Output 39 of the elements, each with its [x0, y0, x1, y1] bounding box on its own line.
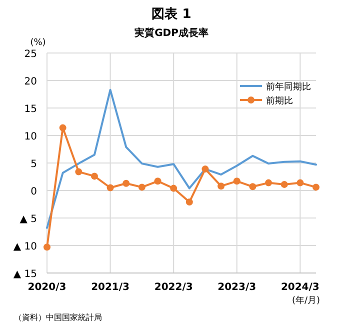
- text: （資料）中国国家統計局: [14, 313, 102, 322]
- x-tick-label: 2024/3: [280, 282, 320, 293]
- y-tick-label: ▲ 15: [13, 269, 37, 280]
- legend-label: 前期比: [266, 96, 293, 106]
- point: [312, 184, 320, 191]
- y-axis-title: (%): [30, 38, 46, 48]
- point: [249, 183, 256, 190]
- y-tick-label: 0: [30, 186, 37, 198]
- point: [218, 182, 225, 190]
- point: [170, 184, 178, 192]
- point: [233, 178, 240, 185]
- point: [106, 184, 114, 192]
- y-tick-label: 20: [24, 76, 37, 88]
- x-tick-label: 2020/3: [28, 282, 66, 293]
- y-tick-label: 25: [24, 49, 37, 60]
- x-axis-title: (年/月): [292, 295, 320, 306]
- point: [186, 198, 193, 206]
- point: [265, 179, 272, 186]
- y-tick-label: ▲ 10: [13, 242, 37, 252]
- legend-label: 前年同期比: [266, 82, 311, 92]
- point: [154, 178, 162, 185]
- point: [138, 184, 146, 191]
- point: [75, 168, 82, 176]
- chart-title: 図表 1: [152, 7, 192, 22]
- point: [59, 124, 66, 132]
- y-tick-label: 5: [30, 159, 37, 170]
- y-tick-label: 10: [24, 132, 37, 142]
- point: [44, 244, 50, 251]
- point: [296, 179, 304, 186]
- point: [280, 180, 288, 188]
- x-tick-label: 2023/3: [218, 282, 256, 293]
- y-tick-label: ▲ 5: [20, 214, 37, 225]
- x-tick-label: 2022/3: [154, 282, 193, 293]
- y-tick-label: 15: [24, 104, 37, 115]
- point: [90, 172, 98, 180]
- point: [122, 180, 130, 187]
- point: [202, 166, 209, 173]
- chart-subtitle: 実質GDP成長率: [134, 27, 208, 39]
- x-tick-label: 2021/3: [91, 282, 130, 293]
